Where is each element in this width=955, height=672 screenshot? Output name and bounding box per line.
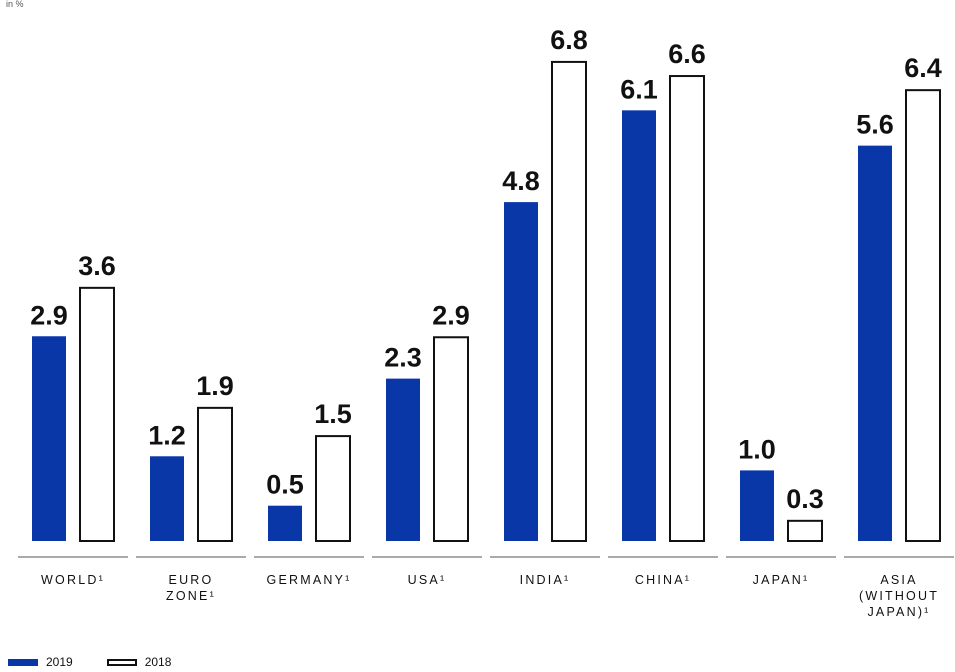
legend-swatch-2018 [106, 658, 137, 666]
legend-label-2019: 2019 [46, 655, 73, 669]
bar-2018-asia-without-japan [905, 89, 941, 542]
legend-swatch-2019 [8, 658, 38, 666]
category-label-germany: GERMANY¹ [267, 573, 352, 587]
value-label-2019-germany: 0.5 [266, 470, 304, 500]
value-label-2019-world: 2.9 [30, 300, 68, 330]
bar-2019-germany [268, 505, 302, 541]
bar-2018-euro-zone [197, 406, 233, 542]
bar-2019-india [504, 202, 538, 541]
bar-2019-usa [386, 378, 420, 541]
category-label-usa: USA¹ [408, 573, 447, 587]
legend-item-2019: 2019 [8, 655, 73, 669]
category-label-world: WORLD¹ [41, 573, 105, 587]
legend: 2019 2018 [8, 654, 205, 670]
category-label-asia-without-japan: ASIA (WITHOUT JAPAN)¹ [859, 573, 939, 619]
value-label-2019-india: 4.8 [502, 166, 540, 196]
value-label-2018-euro-zone: 1.9 [196, 371, 234, 401]
value-label-2018-world: 3.6 [78, 251, 116, 281]
bars-group: 2.9 3.6 WORLD¹ 1.2 1.9 EURO ZONE¹ 0.5 1.5 GERMANY… [18, 25, 954, 619]
bar-2018-china [669, 75, 705, 542]
category-label-india: INDIA¹ [520, 573, 571, 587]
legend-label-2018: 2018 [144, 655, 172, 669]
category-label-china: CHINA¹ [635, 573, 691, 587]
value-label-2018-asia-without-japan: 6.4 [904, 53, 942, 83]
bar-2018-japan [787, 519, 823, 543]
bar-2018-world [79, 286, 115, 542]
bar-2018-usa [433, 336, 469, 543]
value-label-2018-japan: 0.3 [786, 484, 824, 514]
bar-2018-germany [315, 435, 351, 543]
value-label-2019-japan: 1.0 [738, 434, 776, 464]
value-label-2018-germany: 1.5 [314, 399, 352, 429]
unit-label: in % [6, 0, 24, 9]
value-label-2019-euro-zone: 1.2 [148, 420, 186, 450]
legend-item-2018: 2018 [106, 655, 172, 669]
bar-2019-asia-without-japan [858, 145, 892, 541]
value-label-2019-china: 6.1 [620, 74, 658, 104]
value-label-2018-india: 6.8 [550, 25, 588, 55]
bar-2019-japan [740, 470, 774, 541]
bar-2019-china [622, 110, 656, 541]
value-label-2018-usa: 2.9 [432, 300, 470, 330]
value-label-2018-china: 6.6 [668, 39, 706, 69]
category-label-euro-zone: EURO ZONE¹ [166, 573, 216, 603]
bar-2019-euro-zone [150, 456, 184, 541]
value-label-2019-usa: 2.3 [384, 343, 422, 373]
value-label-2019-asia-without-japan: 5.6 [856, 110, 894, 140]
category-label-japan: JAPAN¹ [753, 573, 810, 587]
bar-2018-india [551, 60, 587, 542]
bar-2019-world [32, 336, 66, 541]
